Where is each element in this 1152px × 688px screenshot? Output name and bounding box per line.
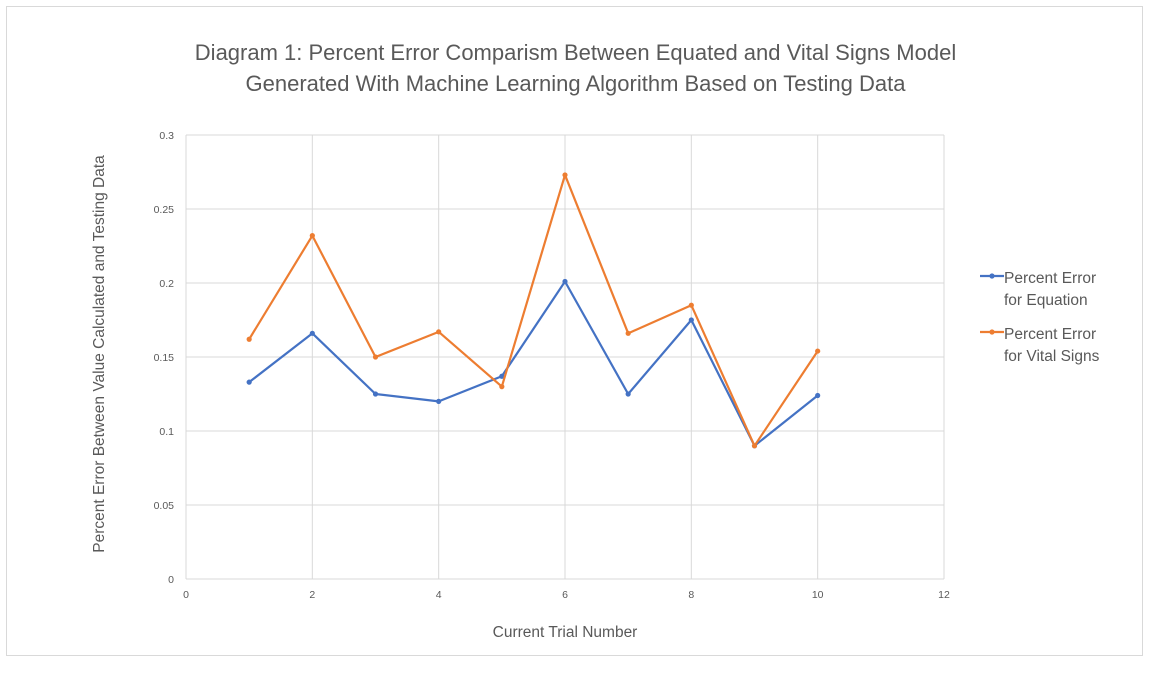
y-tick-label: 0.25 xyxy=(154,204,175,216)
y-tick-label: 0 xyxy=(168,574,174,586)
legend-label-equation: Percent Error for Equation xyxy=(1004,268,1134,312)
y-tick-label: 0.2 xyxy=(159,278,174,290)
data-point xyxy=(309,330,315,336)
data-point xyxy=(436,329,442,335)
data-point xyxy=(246,379,252,385)
chart-title-line-1: Diagram 1: Percent Error Comparism Betwe… xyxy=(194,40,957,65)
x-tick-label: 12 xyxy=(938,589,950,601)
data-point xyxy=(625,330,631,336)
y-axis-ticks: 0 0.05 0.1 0.15 0.2 0.25 0.3 xyxy=(154,130,175,586)
x-tick-label: 8 xyxy=(688,589,694,601)
data-point xyxy=(246,336,252,342)
data-point xyxy=(815,348,821,354)
series-1 xyxy=(246,278,821,449)
data-point xyxy=(688,302,694,308)
series-line xyxy=(248,280,819,447)
data-point xyxy=(499,384,505,390)
legend: Percent Error for Equation Percent Error… xyxy=(980,268,1140,380)
data-point xyxy=(372,391,379,397)
legend-item-equation: Percent Error for Equation xyxy=(980,268,1140,324)
data-point xyxy=(309,233,315,239)
data-point xyxy=(562,172,568,178)
series-2 xyxy=(246,172,821,449)
chart-title: Diagram 1: Percent Error Comparism Betwe… xyxy=(7,37,1144,99)
data-point xyxy=(562,278,568,285)
chart-title-line-2: Generated With Machine Learning Algorith… xyxy=(245,71,906,96)
x-tick-label: 2 xyxy=(309,589,315,601)
data-point xyxy=(688,317,694,323)
gridlines xyxy=(185,134,945,580)
data-point xyxy=(436,398,442,404)
x-tick-label: 6 xyxy=(562,589,568,601)
legend-swatch-equation-icon xyxy=(980,273,1004,279)
legend-label-equation-line-1: Percent Error xyxy=(1004,270,1097,287)
legend-label-vital-signs-line-2: for Vital Signs xyxy=(1004,348,1100,365)
data-series xyxy=(246,172,821,449)
legend-item-vital-signs: Percent Error for Vital Signs xyxy=(980,324,1140,380)
data-point xyxy=(372,354,379,360)
y-tick-label: 0.15 xyxy=(154,352,175,364)
data-point xyxy=(751,443,758,449)
y-tick-label: 0.05 xyxy=(154,500,175,512)
legend-label-equation-line-2: for Equation xyxy=(1004,292,1088,309)
y-tick-label: 0.1 xyxy=(159,426,174,438)
legend-label-vital-signs-line-1: Percent Error xyxy=(1004,326,1097,343)
data-point xyxy=(499,373,505,379)
legend-swatch-marker xyxy=(989,329,995,335)
x-tick-label: 10 xyxy=(812,589,824,601)
y-tick-label: 0.3 xyxy=(159,130,174,142)
series-line xyxy=(248,173,819,447)
legend-swatch-marker xyxy=(989,273,995,279)
y-axis-title: Percent Error Between Value Calculated a… xyxy=(91,155,108,553)
legend-label-vital-signs: Percent Error for Vital Signs xyxy=(1004,324,1134,368)
x-tick-label: 4 xyxy=(436,589,442,601)
chart-frame: Diagram 1: Percent Error Comparism Betwe… xyxy=(6,6,1143,656)
x-axis-ticks: 0 2 4 6 8 10 12 xyxy=(183,589,950,601)
legend-swatch-vital-signs-icon xyxy=(980,329,1004,335)
x-axis-title: Current Trial Number xyxy=(493,624,638,641)
data-point xyxy=(625,391,631,397)
data-point xyxy=(815,392,821,399)
x-tick-label: 0 xyxy=(183,589,189,601)
